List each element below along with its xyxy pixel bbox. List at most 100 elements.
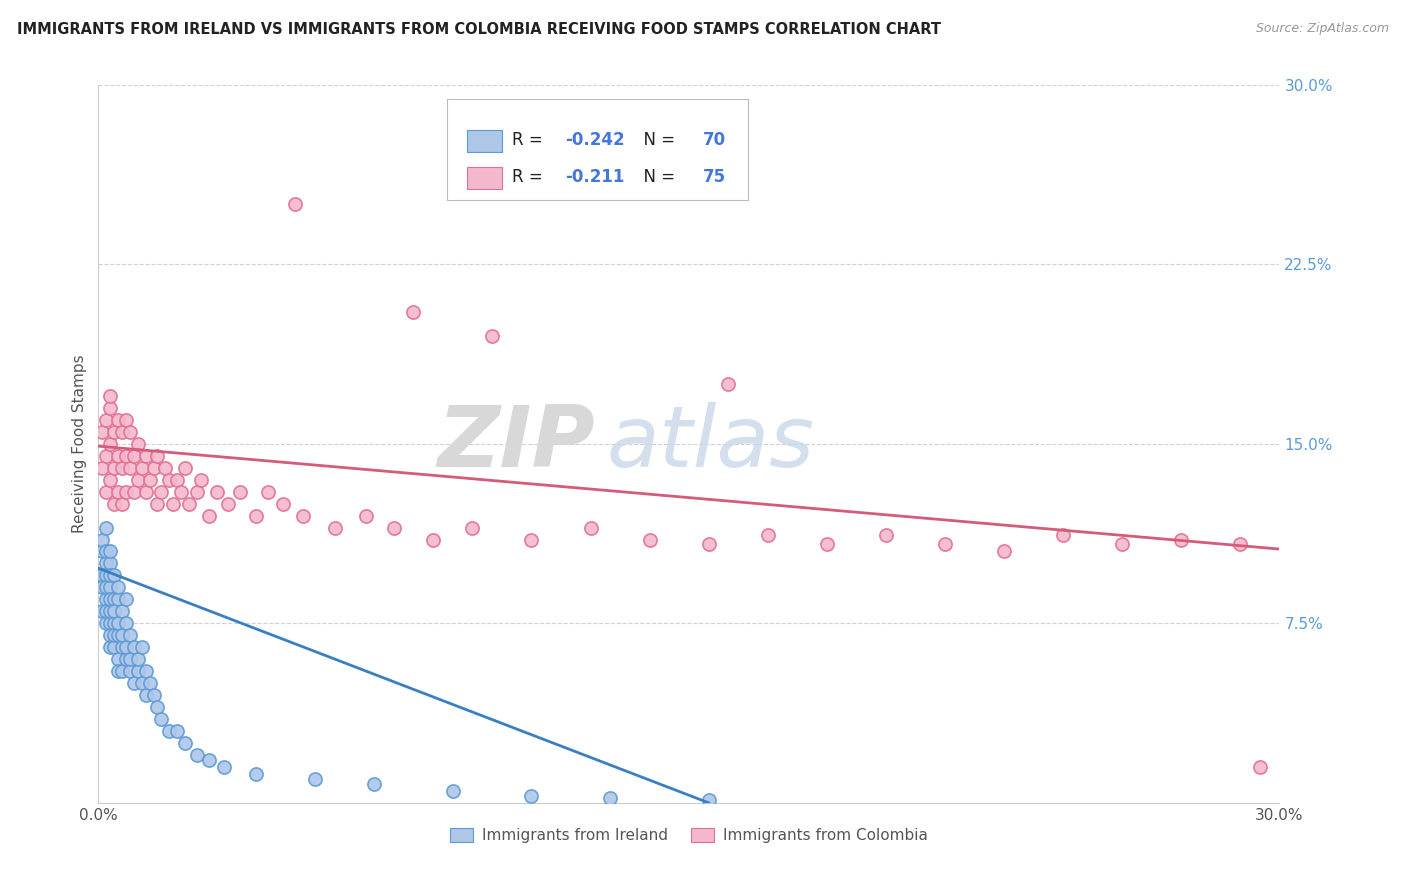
Point — [520, 533, 543, 547]
Point — [96, 616, 118, 631]
Point — [756, 527, 779, 541]
Point — [1170, 533, 1192, 547]
Text: R =: R = — [512, 130, 548, 149]
Point — [115, 592, 138, 607]
Point — [197, 508, 219, 523]
Point — [98, 581, 121, 595]
Point — [98, 616, 121, 631]
Point — [107, 581, 129, 595]
Point — [118, 425, 141, 439]
Text: R =: R = — [512, 168, 548, 186]
Point — [103, 568, 125, 582]
Point — [155, 460, 177, 475]
Point — [599, 791, 621, 805]
Y-axis label: Receiving Food Stamps: Receiving Food Stamps — [72, 354, 87, 533]
Point — [875, 527, 897, 541]
Text: 70: 70 — [703, 130, 727, 149]
Text: -0.211: -0.211 — [565, 168, 624, 186]
FancyBboxPatch shape — [467, 130, 502, 152]
Text: ZIP: ZIP — [437, 402, 595, 485]
Point — [98, 604, 121, 618]
Point — [170, 484, 193, 499]
Point — [131, 676, 153, 690]
Point — [150, 484, 173, 499]
Point — [98, 568, 121, 582]
Point — [166, 724, 188, 739]
Point — [256, 484, 278, 499]
Point — [162, 497, 184, 511]
Point — [993, 544, 1015, 558]
Point — [697, 793, 720, 807]
Point — [115, 616, 138, 631]
Point — [142, 688, 165, 702]
Point — [103, 497, 125, 511]
Point — [273, 497, 295, 511]
Point — [197, 753, 219, 767]
Point — [118, 664, 141, 678]
Point — [115, 413, 138, 427]
Point — [107, 616, 129, 631]
Point — [115, 640, 138, 655]
Point — [98, 473, 121, 487]
Point — [107, 628, 129, 642]
Point — [96, 557, 118, 571]
Point — [127, 436, 149, 450]
Point — [217, 497, 239, 511]
Point — [323, 520, 346, 534]
Point — [107, 592, 129, 607]
Point — [146, 700, 169, 714]
Point — [91, 533, 114, 547]
Point — [402, 305, 425, 319]
Point — [107, 652, 129, 666]
Point — [245, 767, 267, 781]
Point — [697, 537, 720, 551]
Point — [934, 537, 956, 551]
FancyBboxPatch shape — [447, 99, 748, 200]
Point — [441, 784, 464, 798]
Point — [91, 544, 114, 558]
Point — [103, 604, 125, 618]
Point — [138, 473, 160, 487]
Point — [186, 747, 208, 762]
Point — [103, 592, 125, 607]
Point — [127, 664, 149, 678]
Point — [292, 508, 315, 523]
Point — [146, 497, 169, 511]
Point — [1229, 537, 1251, 551]
Point — [135, 484, 157, 499]
Text: IMMIGRANTS FROM IRELAND VS IMMIGRANTS FROM COLOMBIA RECEIVING FOOD STAMPS CORREL: IMMIGRANTS FROM IRELAND VS IMMIGRANTS FR… — [17, 22, 941, 37]
Point — [96, 581, 118, 595]
Point — [98, 640, 121, 655]
Point — [115, 449, 138, 463]
Point — [96, 568, 118, 582]
Point — [461, 520, 484, 534]
Point — [103, 640, 125, 655]
Point — [190, 473, 212, 487]
Point — [96, 604, 118, 618]
Point — [111, 640, 134, 655]
Point — [103, 628, 125, 642]
Point — [111, 628, 134, 642]
Point — [157, 724, 180, 739]
Point — [127, 652, 149, 666]
Point — [354, 508, 377, 523]
Point — [122, 640, 145, 655]
Point — [103, 425, 125, 439]
Point — [115, 484, 138, 499]
Point — [135, 664, 157, 678]
Point — [363, 777, 385, 791]
Point — [135, 449, 157, 463]
Point — [107, 413, 129, 427]
Point — [186, 484, 208, 499]
Point — [118, 460, 141, 475]
Point — [115, 652, 138, 666]
Point — [96, 520, 118, 534]
Point — [717, 376, 740, 391]
Point — [98, 389, 121, 403]
Point — [815, 537, 838, 551]
Text: Source: ZipAtlas.com: Source: ZipAtlas.com — [1256, 22, 1389, 36]
FancyBboxPatch shape — [467, 168, 502, 189]
Point — [1111, 537, 1133, 551]
Text: 75: 75 — [703, 168, 727, 186]
Text: N =: N = — [634, 130, 681, 149]
